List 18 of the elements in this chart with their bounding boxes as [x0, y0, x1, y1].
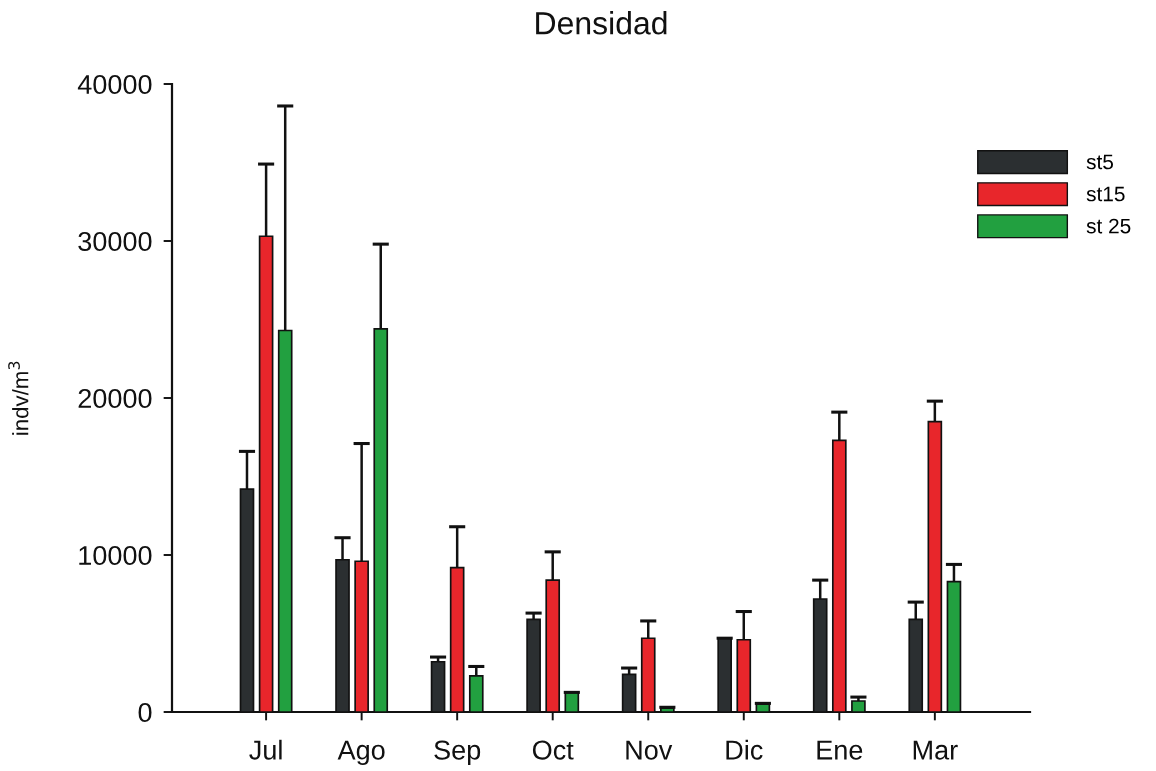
x-tick-label: Dic	[726, 739, 763, 760]
x-tick-label: Oct	[532, 740, 574, 760]
legend-label: st15	[1086, 186, 1125, 202]
x-tick-label: Ene	[817, 740, 863, 760]
x-tick-label: Sep	[434, 740, 481, 766]
chart-title: Densidad	[536, 11, 667, 35]
y-axis-title: indv/m$^{3}$	[8, 361, 29, 435]
x-tick-label: Mar	[913, 740, 958, 760]
legend-label: st 25	[1086, 218, 1131, 234]
y-tick-label: 10000	[79, 545, 152, 566]
legend-label: st5	[1086, 154, 1113, 170]
y-tick-label: 40000	[77, 74, 152, 95]
y-tick-label: 0	[138, 702, 152, 723]
y-tick-label: 20000	[78, 388, 152, 409]
x-tick-label: Nov	[626, 740, 673, 760]
x-tick-label: Ago	[337, 740, 385, 766]
x-tick-label: Jul	[249, 739, 282, 760]
y-tick-label: 30000	[78, 231, 152, 252]
